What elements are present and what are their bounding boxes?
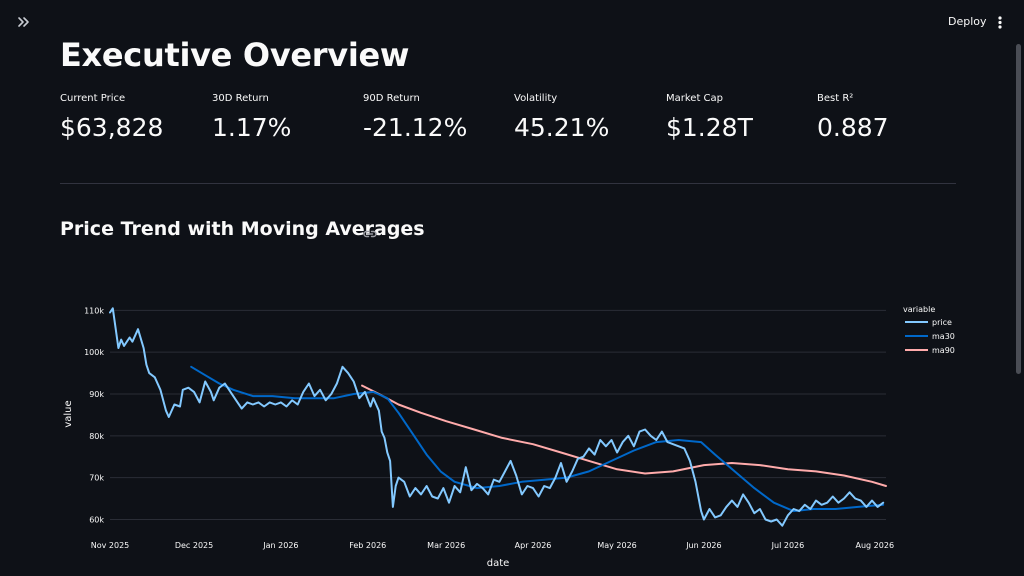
- metric-value: $1.28T: [666, 113, 753, 142]
- metric-volatility: Volatility 45.21%: [514, 93, 659, 142]
- metric-label: Current Price: [60, 93, 126, 104]
- metric-value: 1.17%: [212, 113, 292, 142]
- x-tick-label: Dec 2025: [175, 541, 213, 550]
- metric-label: Market Cap: [666, 93, 724, 104]
- metric-value: 45.21%: [514, 113, 610, 142]
- x-tick-label: Jun 2026: [685, 541, 721, 550]
- x-tick-label: Apr 2026: [515, 541, 552, 550]
- x-tick-label: Feb 2026: [349, 541, 386, 550]
- deploy-button[interactable]: Deploy: [948, 15, 987, 28]
- y-tick-label: 100k: [84, 348, 104, 357]
- divider: [60, 183, 956, 184]
- x-tick-label: Mar 2026: [427, 541, 465, 550]
- x-tick-label: Jan 2026: [262, 541, 298, 550]
- x-tick-label: Aug 2026: [856, 541, 895, 550]
- metric-30d-return: 30D Return 1.17%: [212, 93, 357, 142]
- metric-current-price: Current Price $63,828: [60, 93, 205, 142]
- metric-label: 90D Return: [363, 93, 420, 104]
- y-tick-label: 110k: [84, 306, 104, 315]
- chart-legend[interactable]: variable price ma30 ma90: [903, 305, 955, 355]
- x-axis-title: date: [487, 558, 510, 569]
- section-title: Price Trend with Moving Averages: [60, 218, 425, 240]
- x-tick-label: Jul 2026: [771, 541, 805, 550]
- legend-label-ma30[interactable]: ma30: [932, 332, 955, 341]
- series-line-price[interactable]: [109, 307, 885, 527]
- metric-value: -21.12%: [363, 113, 468, 142]
- x-tick-label: May 2026: [597, 541, 636, 550]
- kebab-vertical-icon[interactable]: [991, 12, 1009, 32]
- legend-title: variable: [903, 305, 935, 314]
- metric-label: Best R²: [817, 93, 854, 104]
- metric-value: 0.887: [817, 113, 889, 142]
- chevrons-right-icon[interactable]: [14, 12, 34, 32]
- metric-label: 30D Return: [212, 93, 269, 104]
- x-tick-label: Nov 2025: [91, 541, 130, 550]
- link-icon[interactable]: [362, 225, 378, 238]
- top-toolbar: Deploy: [0, 0, 1024, 44]
- metric-value: $63,828: [60, 113, 164, 142]
- y-tick-label: 70k: [89, 474, 104, 483]
- scrollbar[interactable]: [1016, 44, 1021, 374]
- metric-90d-return: 90D Return -21.12%: [363, 93, 508, 142]
- series-line-ma90[interactable]: [361, 384, 887, 487]
- y-tick-label: 60k: [89, 515, 104, 524]
- series-line-ma30[interactable]: [190, 365, 885, 513]
- legend-label-ma90[interactable]: ma90: [932, 346, 955, 355]
- metric-label: Volatility: [514, 93, 558, 104]
- y-axis-title: value: [63, 400, 74, 427]
- y-tick-label: 90k: [89, 390, 104, 399]
- metric-best-r2: Best R² 0.887: [817, 93, 962, 142]
- metric-market-cap: Market Cap $1.28T: [666, 93, 811, 142]
- y-tick-label: 80k: [89, 432, 104, 441]
- page-title: Executive Overview: [60, 36, 410, 74]
- legend-label-price[interactable]: price: [932, 318, 952, 327]
